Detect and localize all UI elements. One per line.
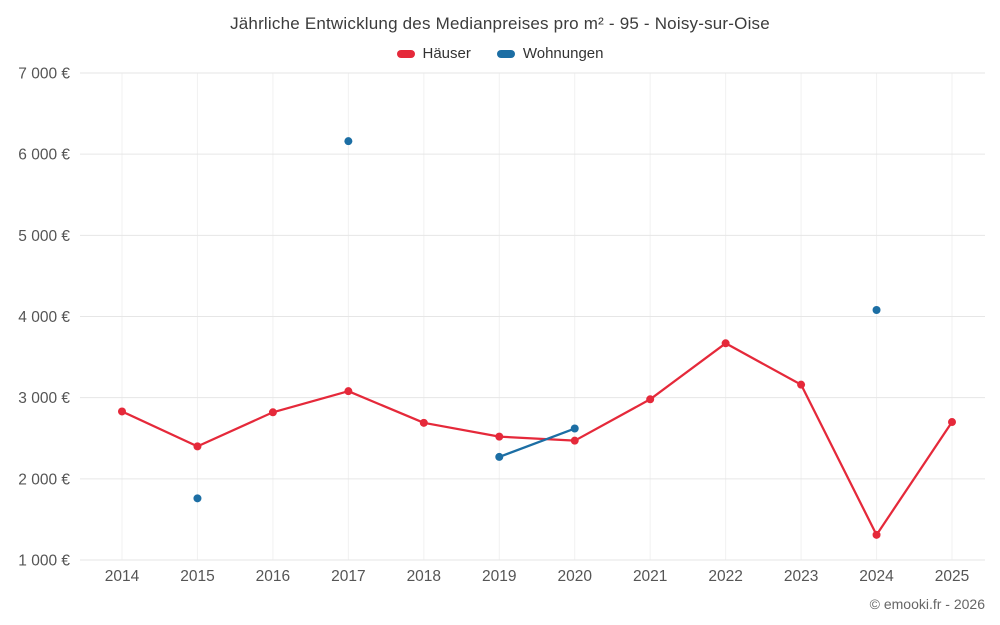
data-point-häuser-2025[interactable]: [948, 418, 956, 427]
y-axis-tick-label: 3 000 €: [18, 390, 70, 407]
series-line-häuser: [120, 342, 954, 536]
data-point-wohnungen-2017[interactable]: [344, 137, 353, 146]
data-point-wohnungen-2019[interactable]: [495, 452, 504, 461]
chart-title: Jährliche Entwicklung des Medianpreises …: [230, 14, 770, 33]
legend-item-wohnungen[interactable]: Wohnungen: [496, 45, 604, 62]
x-axis-tick-label: 2016: [256, 568, 290, 585]
data-point-häuser-2020[interactable]: [570, 436, 579, 445]
data-point-häuser-2019[interactable]: [495, 432, 504, 441]
data-point-häuser-2016[interactable]: [268, 408, 277, 417]
chart-legend: Häuser Wohnungen: [0, 45, 1000, 62]
y-axis-tick-label: 7 000 €: [18, 66, 70, 83]
legend-marker-wohnungen: [496, 49, 515, 58]
data-point-häuser-2017[interactable]: [344, 387, 353, 396]
data-point-häuser-2018[interactable]: [419, 418, 428, 427]
x-axis-tick-label: 2025: [935, 568, 969, 585]
data-point-häuser-2024[interactable]: [872, 530, 881, 539]
x-axis-tick-label: 2019: [482, 568, 516, 585]
data-point-häuser-2015[interactable]: [193, 442, 202, 451]
x-axis-tick-label: 2014: [105, 568, 140, 585]
x-axis-tick-label: 2023: [784, 568, 818, 585]
data-point-häuser-2022[interactable]: [721, 339, 730, 348]
data-point-wohnungen-2024[interactable]: [872, 306, 881, 315]
x-axis-tick-label: 2018: [407, 568, 441, 585]
data-point-häuser-2023[interactable]: [797, 380, 806, 389]
x-axis-tick-label: 2015: [180, 568, 214, 585]
data-point-häuser-2014[interactable]: [118, 407, 126, 416]
data-point-häuser-2021[interactable]: [646, 395, 655, 404]
y-axis-tick-label: 6 000 €: [18, 147, 70, 164]
legend-item-hauser[interactable]: Häuser: [396, 45, 471, 62]
x-axis-tick-label: 2020: [557, 568, 592, 585]
x-axis-tick-label: 2021: [633, 568, 667, 585]
x-axis-tick-label: 2022: [708, 568, 742, 585]
data-point-wohnungen-2015[interactable]: [193, 494, 202, 503]
y-axis-tick-label: 4 000 €: [18, 309, 70, 326]
x-axis-tick-label: 2024: [859, 568, 894, 585]
legend-label-wohnungen: Wohnungen: [522, 45, 604, 62]
copyright-text: © emooki.fr - 2026: [869, 596, 985, 612]
x-axis-tick-label: 2017: [331, 568, 365, 585]
series-line-wohnungen: [498, 427, 576, 459]
data-point-wohnungen-2020[interactable]: [570, 424, 579, 433]
legend-label-hauser: Häuser: [422, 45, 471, 62]
y-axis-tick-label: 1 000 €: [18, 553, 70, 570]
y-axis-tick-label: 5 000 €: [18, 228, 70, 245]
y-axis-tick-label: 2 000 €: [18, 471, 70, 488]
legend-marker-hauser: [396, 49, 415, 58]
